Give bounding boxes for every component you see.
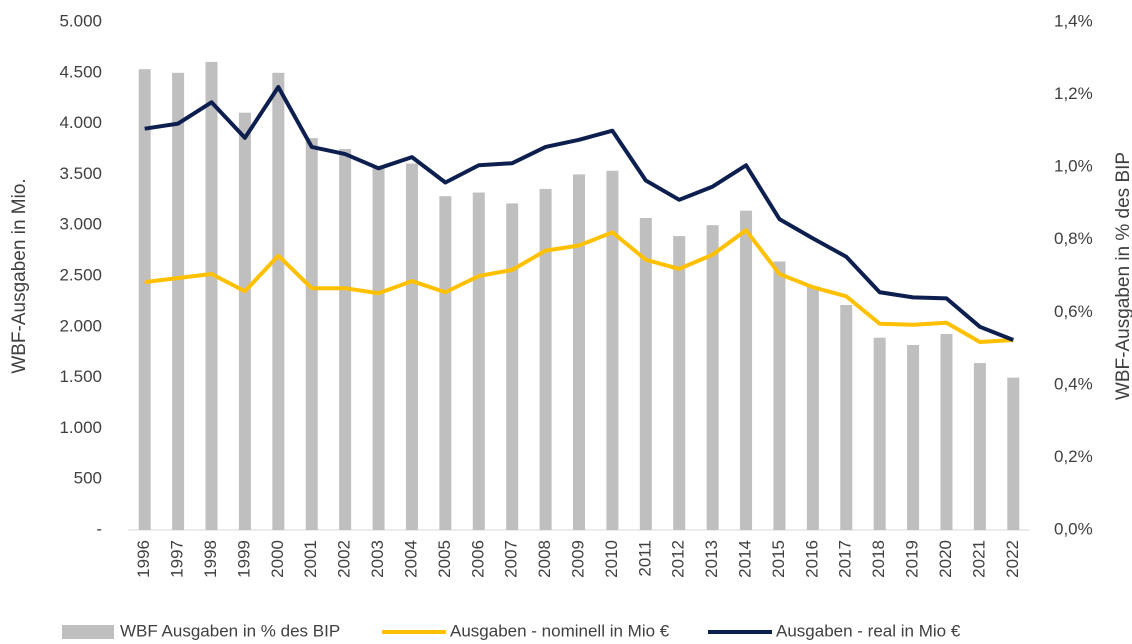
bar (840, 305, 853, 530)
y-tick-label: 4.500 (59, 62, 102, 81)
bar (940, 334, 953, 530)
x-tick-label: 2002 (335, 540, 354, 578)
x-tick-label: 2016 (802, 540, 821, 578)
x-tick-label: 2012 (669, 540, 688, 578)
bar (639, 217, 652, 530)
x-tick-label: 2018 (869, 540, 888, 578)
y2-tick-label: 0,0% (1054, 519, 1093, 538)
x-tick-label: 2017 (836, 540, 855, 578)
y-tick-label: 5.000 (59, 11, 102, 30)
x-tick-label: 2011 (635, 540, 654, 577)
bar (205, 61, 218, 531)
bar (238, 112, 251, 530)
y-axis-title: WBF-Ausgaben in Mio. (9, 178, 30, 373)
legend-label: Ausgaben - nominell in Mio € (450, 621, 670, 640)
y-tick-label: 3.500 (59, 164, 102, 183)
y2-tick-label: 0,8% (1054, 229, 1093, 248)
x-tick-label: 1996 (134, 540, 153, 578)
y-tick-label: 2.000 (59, 316, 102, 335)
x-tick-label: 2019 (903, 540, 922, 578)
x-tick-label: 2013 (702, 540, 721, 578)
x-tick-label: 1999 (234, 540, 253, 578)
x-tick-label: 2010 (602, 540, 621, 578)
x-tick-label: 2022 (1003, 540, 1022, 578)
bar (706, 225, 719, 530)
bar (138, 69, 151, 531)
bar (339, 149, 352, 530)
legend-swatch (62, 625, 114, 639)
bar (873, 337, 886, 530)
bar (673, 236, 686, 531)
bar (372, 167, 385, 530)
y-tick-label: - (96, 519, 102, 538)
bar (305, 138, 318, 530)
bar (907, 344, 920, 530)
y2-tick-label: 0,2% (1054, 447, 1093, 466)
x-tick-label: 2008 (535, 540, 554, 578)
x-tick-label: 2021 (969, 540, 988, 578)
bar (606, 170, 619, 530)
line (144, 228, 1014, 345)
x-tick-label: 2007 (502, 540, 521, 578)
bar (506, 203, 519, 530)
x-tick-label: 2015 (769, 540, 788, 578)
y2-tick-label: 1,4% (1054, 11, 1093, 30)
x-tick-label: 1998 (201, 540, 220, 578)
x-tick-label: 2006 (468, 540, 487, 578)
y-tick-label: 1.500 (59, 367, 102, 386)
bar (172, 72, 185, 531)
y-tick-label: 500 (74, 469, 102, 488)
bar (773, 261, 786, 530)
bar (573, 174, 585, 530)
x-tick-label: 2001 (301, 540, 320, 578)
legend-label: Ausgaben - real in Mio € (776, 621, 961, 640)
bar (1007, 377, 1020, 530)
x-tick-label: 2009 (568, 540, 587, 578)
y-tick-label: 4.000 (59, 113, 102, 132)
y2-tick-label: 0,6% (1054, 302, 1093, 321)
y2-tick-label: 1,0% (1054, 157, 1093, 176)
x-tick-label: 2005 (435, 540, 454, 578)
y2-axis-title: WBF-Ausgaben in % des BIP (1113, 152, 1132, 400)
bar (973, 363, 986, 530)
line (144, 85, 1015, 342)
y-tick-label: 2.500 (59, 265, 102, 284)
x-tick-label: 2014 (736, 540, 755, 578)
bar (405, 163, 418, 530)
x-tick-label: 2020 (936, 540, 955, 578)
bar (539, 188, 552, 530)
x-tick-label: 2003 (368, 540, 387, 578)
bar (740, 210, 753, 530)
x-tick-label: 2000 (268, 540, 287, 578)
y2-tick-label: 1,2% (1054, 84, 1093, 103)
y-tick-label: 3.000 (59, 215, 102, 234)
bar (272, 72, 285, 531)
x-tick-label: 1997 (168, 540, 187, 578)
bar (472, 192, 485, 531)
x-tick-label: 2004 (401, 540, 420, 578)
y2-tick-label: 0,4% (1054, 374, 1093, 393)
legend-label: WBF Ausgaben in % des BIP (120, 621, 340, 640)
bar (806, 286, 819, 530)
bar (439, 196, 452, 530)
y-tick-label: 1.000 (59, 418, 102, 437)
